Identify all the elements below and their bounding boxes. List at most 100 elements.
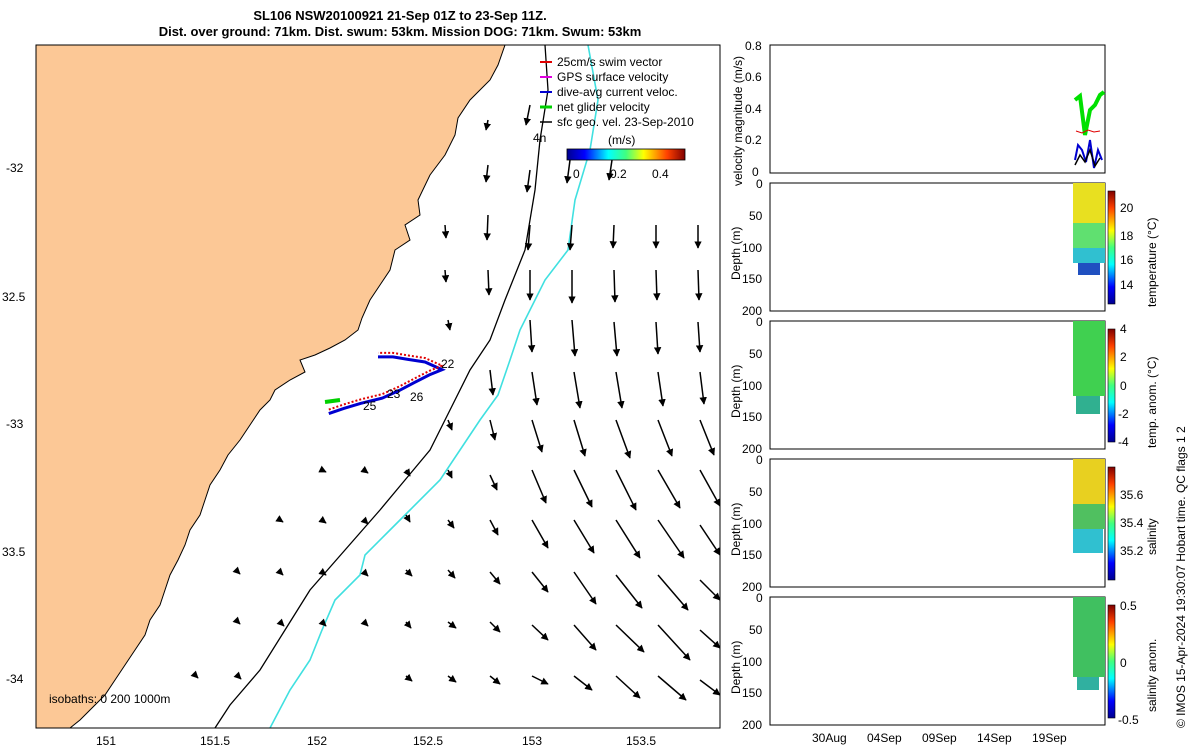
net-velocity-mark bbox=[324, 398, 341, 404]
land-mass bbox=[36, 45, 506, 728]
x-tick: 04Sep bbox=[867, 731, 902, 745]
colorbar-tick: 35.6 bbox=[1120, 488, 1144, 502]
salinity-cells bbox=[1073, 459, 1105, 504]
colorbar-tick: 35.2 bbox=[1120, 544, 1144, 558]
temp-anomaly-cells bbox=[1073, 321, 1105, 396]
temperature-cells bbox=[1078, 263, 1100, 275]
colorbar-tick: 0 bbox=[1120, 656, 1127, 670]
x-tick: 14Sep bbox=[977, 731, 1012, 745]
colorbar-tick: 0 bbox=[1120, 379, 1127, 393]
colorbar-tick: 4 bbox=[1120, 322, 1127, 336]
velocity-field bbox=[190, 104, 720, 701]
temperature-colorbar bbox=[1107, 190, 1116, 305]
y-tick: 200 bbox=[742, 304, 762, 318]
depth-ylabel: Depth (m) bbox=[729, 365, 743, 418]
y-tick: 150 bbox=[742, 410, 762, 424]
temperature-axes bbox=[769, 182, 1106, 312]
y-tick: 150 bbox=[742, 272, 762, 286]
track-label-23: 23 bbox=[387, 387, 401, 401]
y-tick: 0 bbox=[752, 165, 759, 179]
salinity-cbar-label: salinity bbox=[1145, 518, 1159, 555]
salinity-panel: 35.6 35.4 35.2 salinity 0 50 100 150 200… bbox=[729, 453, 1159, 594]
y-tick: -34 bbox=[6, 672, 24, 686]
salinity-anomaly-colorbar bbox=[1107, 604, 1116, 719]
x-tick: 19Sep bbox=[1032, 731, 1067, 745]
colorbar-tick: -2 bbox=[1118, 407, 1129, 421]
glider-track bbox=[328, 355, 446, 416]
map-y-axis: -32 32.5 -33 33.5 -34 bbox=[2, 161, 26, 686]
y-tick: -33 bbox=[6, 417, 24, 431]
y-tick: 50 bbox=[749, 485, 763, 499]
legend-item: GPS surface velocity bbox=[557, 70, 668, 84]
colorbar-tick: 2 bbox=[1120, 350, 1127, 364]
temperature-cells bbox=[1073, 223, 1105, 248]
temp-anomaly-cbar-label: temp. anom. (°C) bbox=[1145, 357, 1159, 449]
colorbar-tick: 0.5 bbox=[1120, 599, 1137, 613]
y-tick: 50 bbox=[749, 209, 763, 223]
map-colorbar bbox=[566, 148, 686, 161]
depth-ylabel: Depth (m) bbox=[729, 503, 743, 556]
salinity-axes bbox=[769, 458, 1106, 588]
colorbar-tick: 0 bbox=[573, 167, 580, 181]
legend-item: net glider velocity bbox=[557, 100, 650, 114]
colorbar-tick: 35.4 bbox=[1120, 516, 1144, 530]
velocity-panel: 0 0.2 0.4 0.6 0.8 velocity magnitude (m/… bbox=[731, 39, 1106, 186]
x-tick: 153.5 bbox=[626, 734, 656, 748]
colorbar-tick: 0.2 bbox=[610, 167, 627, 181]
legend-item: sfc geo. vel. 23-Sep-2010 bbox=[557, 115, 694, 129]
y-tick: -32 bbox=[6, 161, 24, 175]
y-tick: 200 bbox=[742, 442, 762, 456]
colorbar-tick: 14 bbox=[1120, 278, 1134, 292]
temperature-cbar-label: temperature (°C) bbox=[1145, 218, 1159, 308]
x-tick: 30Aug bbox=[812, 731, 847, 745]
depth-ylabel: Depth (m) bbox=[729, 227, 743, 280]
temperature-cells bbox=[1073, 183, 1105, 223]
y-tick: 50 bbox=[749, 347, 763, 361]
y-tick: 0 bbox=[756, 453, 763, 467]
y-tick: 50 bbox=[749, 623, 763, 637]
y-tick: 0 bbox=[756, 177, 763, 191]
y-tick: 100 bbox=[742, 655, 762, 669]
isobath-note: isobaths: 0 200 1000m bbox=[49, 692, 170, 706]
colorbar-tick: 16 bbox=[1120, 253, 1134, 267]
x-tick: 153 bbox=[522, 734, 542, 748]
glider-swim-vectors bbox=[328, 351, 445, 411]
y-tick: 32.5 bbox=[2, 290, 26, 304]
velocity-axes bbox=[769, 44, 1106, 174]
y-tick: 200 bbox=[742, 718, 762, 732]
x-tick: 152.5 bbox=[413, 734, 443, 748]
y-tick: 0.2 bbox=[745, 133, 762, 147]
x-tick: 151 bbox=[96, 734, 116, 748]
legend-item: 25cm/s swim vector bbox=[557, 55, 662, 69]
salinity-cells bbox=[1073, 529, 1103, 553]
salinity-colorbar bbox=[1107, 466, 1116, 581]
y-tick: 0.4 bbox=[745, 102, 762, 116]
y-tick: 33.5 bbox=[2, 545, 26, 559]
salinity-anomaly-cells bbox=[1073, 597, 1105, 677]
colorbar-tick: 0.4 bbox=[652, 167, 669, 181]
map-legend: 25cm/s swim vector GPS surface velocity … bbox=[533, 55, 694, 181]
velocity-ylabel: velocity magnitude (m/s) bbox=[731, 56, 745, 186]
temperature-cells bbox=[1073, 248, 1105, 263]
salinity-anomaly-panel: 0.5 0 -0.5 salinity anom. 0 50 100 150 2… bbox=[729, 591, 1159, 745]
chart-title: SL106 NSW20100921 21-Sep 01Z to 23-Sep 1… bbox=[0, 8, 800, 40]
salinity-anomaly-cbar-label: salinity anom. bbox=[1145, 639, 1159, 712]
velocity-data bbox=[1073, 90, 1106, 169]
map-panel: 22 23 26 25 isobaths: 0 200 1000m 25cm/s… bbox=[2, 44, 721, 748]
temp-anomaly-panel: 4 2 0 -2 -4 temp. anom. (°C) 0 50 100 15… bbox=[729, 315, 1159, 456]
salinity-anomaly-axes bbox=[769, 596, 1106, 726]
temp-anomaly-axes bbox=[769, 320, 1106, 450]
arrow-scale-label: 4h bbox=[533, 131, 546, 145]
temperature-panel: 20 18 16 14 temperature (°C) 0 50 100 15… bbox=[729, 177, 1159, 318]
legend-item: dive-avg current veloc. bbox=[557, 85, 678, 99]
track-label-22: 22 bbox=[441, 357, 455, 371]
x-tick: 151.5 bbox=[200, 734, 230, 748]
temp-anomaly-colorbar bbox=[1107, 328, 1116, 443]
salinity-anomaly-cells bbox=[1077, 677, 1099, 690]
colorbar-tick: 20 bbox=[1120, 201, 1134, 215]
y-tick: 0 bbox=[756, 315, 763, 329]
colorbar-tick: -0.5 bbox=[1118, 713, 1139, 727]
map-x-axis: 151 151.5 152 152.5 153 153.5 bbox=[96, 734, 656, 748]
y-tick: 150 bbox=[742, 686, 762, 700]
